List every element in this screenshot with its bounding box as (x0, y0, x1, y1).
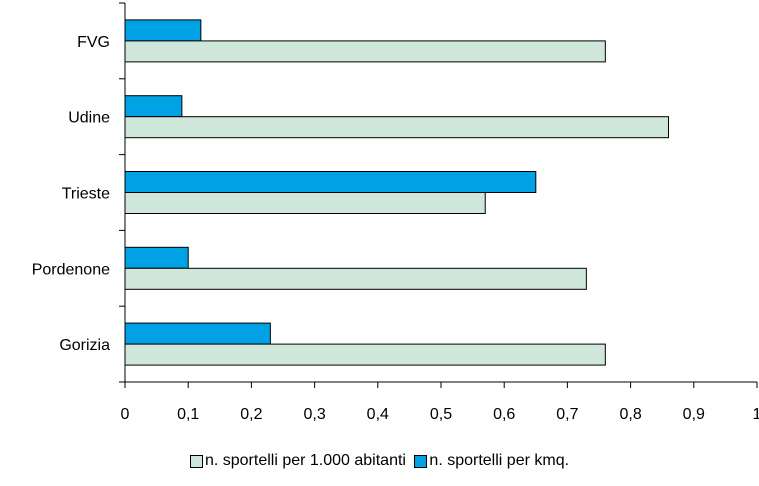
bar-pordenone-kmq (124, 246, 189, 269)
legend-item-kmq: n. sportelli per kmq. (414, 452, 569, 470)
bar-trieste-kmq (124, 171, 537, 193)
bar-fvg-abitanti (124, 40, 606, 63)
y-tick-label-fvg: FVG (77, 34, 110, 51)
x-tick-label: 0,6 (493, 406, 515, 423)
legend-swatch-abitanti (189, 454, 203, 468)
bar-trieste-abitanti (124, 192, 486, 214)
x-tick-label: 0 (121, 406, 130, 423)
x-tick-label: 0,2 (240, 406, 262, 423)
x-tick-label: 0,5 (430, 406, 452, 423)
legend-label-kmq: n. sportelli per kmq. (429, 452, 570, 469)
legend-item-abitanti: n. sportelli per 1.000 abitanti (189, 452, 406, 470)
x-tick-label: 0,1 (177, 406, 199, 423)
y-tick-label-pordenone: Pordenone (32, 261, 110, 278)
x-tick-label: 0,7 (556, 406, 578, 423)
x-tick-label: 0,4 (367, 406, 389, 423)
x-tick-label: 0,8 (619, 406, 641, 423)
x-tick-label: 1 (753, 406, 759, 423)
bar-gorizia-abitanti (124, 343, 606, 366)
legend-label-abitanti: n. sportelli per 1.000 abitanti (204, 452, 406, 469)
legend: n. sportelli per 1.000 abitanti n. sport… (0, 452, 759, 473)
bar-gorizia-kmq (124, 322, 271, 345)
legend-swatch-kmq (414, 454, 428, 468)
bar-pordenone-abitanti (124, 267, 587, 290)
bar-chart: FVG Udine Trieste Pordenone Gorizia 0 0,1 0,2 0,… (32, 2, 759, 423)
y-tick-label-trieste: Trieste (62, 186, 110, 203)
bar-udine-abitanti (124, 116, 670, 139)
y-tick-label-gorizia: Gorizia (59, 337, 110, 354)
x-tick-label: 0,3 (303, 406, 325, 423)
y-tick-label-udine: Udine (68, 110, 110, 127)
x-tick-label: 0,9 (683, 406, 705, 423)
bar-udine-kmq (124, 95, 183, 118)
bar-fvg-kmq (124, 19, 202, 42)
